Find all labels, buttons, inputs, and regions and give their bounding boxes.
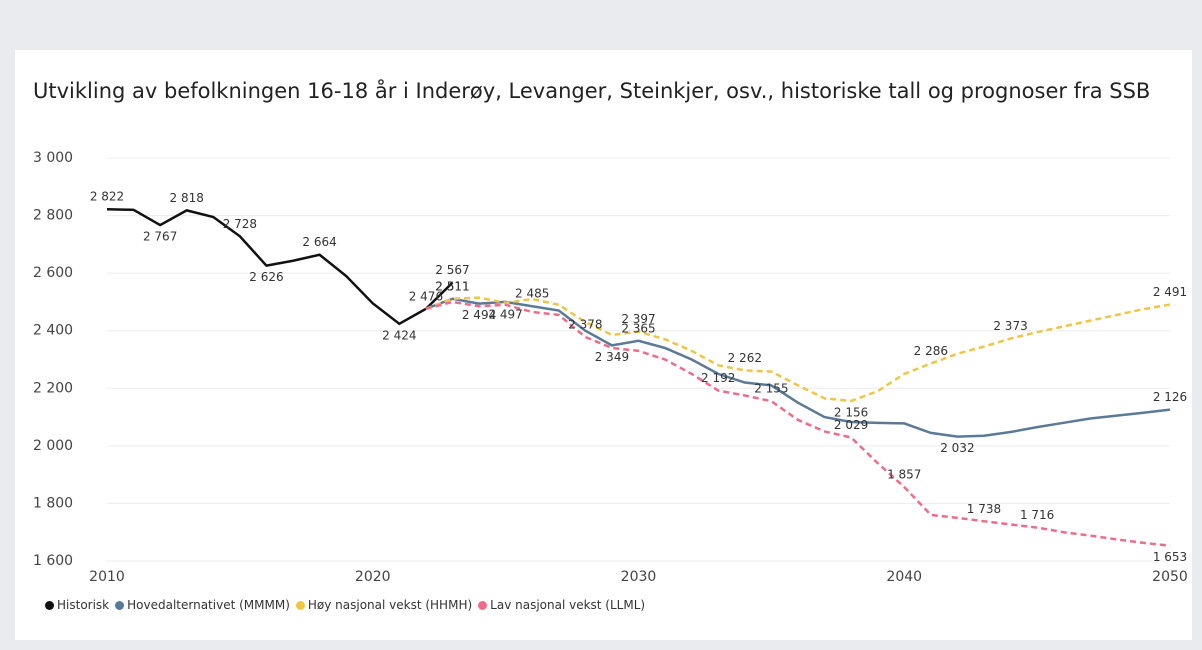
y-tick-label: 2 200 xyxy=(33,380,73,396)
x-tick-label: 2010 xyxy=(89,569,125,585)
y-tick-label: 2 600 xyxy=(33,265,73,281)
legend-swatch xyxy=(295,600,305,610)
x-tick-label: 2030 xyxy=(621,569,657,585)
card xyxy=(15,50,1192,640)
data-label: 2 511 xyxy=(435,279,469,293)
data-label: 2 262 xyxy=(728,351,762,365)
data-label: 2 126 xyxy=(1153,390,1187,404)
legend-item[interactable]: Lav nasjonal vekst (LLML) xyxy=(478,598,645,612)
data-label: 2 156 xyxy=(834,405,868,419)
legend-label: Historisk xyxy=(57,598,110,612)
legend: Historisk Hovedalternativet (MMMM) Høy nas… xyxy=(45,598,645,612)
legend-swatch xyxy=(478,600,488,610)
y-tick-label: 2 400 xyxy=(33,323,73,339)
data-label: 2 373 xyxy=(993,319,1027,333)
chart-title: Utvikling av befolkningen 16-18 år i Ind… xyxy=(33,79,1151,103)
legend-item[interactable]: Høy nasjonal vekst (HHMH) xyxy=(295,598,473,612)
x-tick-label: 2050 xyxy=(1152,569,1188,585)
data-label: 1 653 xyxy=(1153,550,1187,564)
data-label: 2 378 xyxy=(568,318,602,332)
data-label: 2 365 xyxy=(621,321,655,335)
data-label: 2 494 xyxy=(462,308,496,322)
data-label: 2 029 xyxy=(834,418,868,432)
legend-label: Lav nasjonal vekst (LLML) xyxy=(490,598,646,612)
x-tick-label: 2040 xyxy=(886,569,922,585)
data-label: 2 192 xyxy=(701,371,735,385)
data-label: 2 349 xyxy=(595,350,629,364)
data-label: 1 857 xyxy=(887,468,921,482)
data-label: 2 728 xyxy=(223,217,257,231)
data-label: 2 497 xyxy=(488,307,522,321)
legend-item[interactable]: Hovedalternativet (MMMM) xyxy=(115,598,290,612)
legend-label: Høy nasjonal vekst (HHMH) xyxy=(307,598,473,612)
y-tick-label: 2 800 xyxy=(33,208,73,224)
y-tick-label: 2 000 xyxy=(33,438,73,454)
data-label: 2 286 xyxy=(914,344,948,358)
series-line xyxy=(425,296,1171,403)
series-line xyxy=(425,297,1171,438)
data-label: 2 767 xyxy=(143,230,177,244)
data-label: 2 664 xyxy=(302,235,336,249)
legend-item[interactable]: Historisk xyxy=(45,598,109,612)
data-label: 2 397 xyxy=(621,312,655,326)
data-label: 2 491 xyxy=(1153,285,1187,299)
data-label: 2 032 xyxy=(940,441,974,455)
data-label: 2 424 xyxy=(382,328,416,342)
data-label: 2 485 xyxy=(515,287,549,301)
data-label: 2 818 xyxy=(170,191,204,205)
y-tick-label: 3 000 xyxy=(33,150,73,166)
series-line xyxy=(425,300,1171,547)
legend-swatch xyxy=(115,600,125,610)
data-label: 2 567 xyxy=(435,263,469,277)
data-label: 2 511 xyxy=(435,279,469,293)
data-label: 2 822 xyxy=(90,190,124,204)
x-tick-label: 2020 xyxy=(355,569,391,585)
data-label: 1 738 xyxy=(967,502,1001,516)
data-label: 1 716 xyxy=(1020,508,1054,522)
y-tick-label: 1 600 xyxy=(33,553,73,569)
data-label: 2 626 xyxy=(249,270,283,284)
y-tick-label: 1 800 xyxy=(33,495,73,511)
data-label: 2 476 xyxy=(409,289,443,303)
data-label: 2 155 xyxy=(754,382,788,396)
series-line xyxy=(106,207,454,326)
legend-swatch xyxy=(45,600,54,610)
legend-label: Hovedalternativet (MMMM) xyxy=(127,598,290,612)
